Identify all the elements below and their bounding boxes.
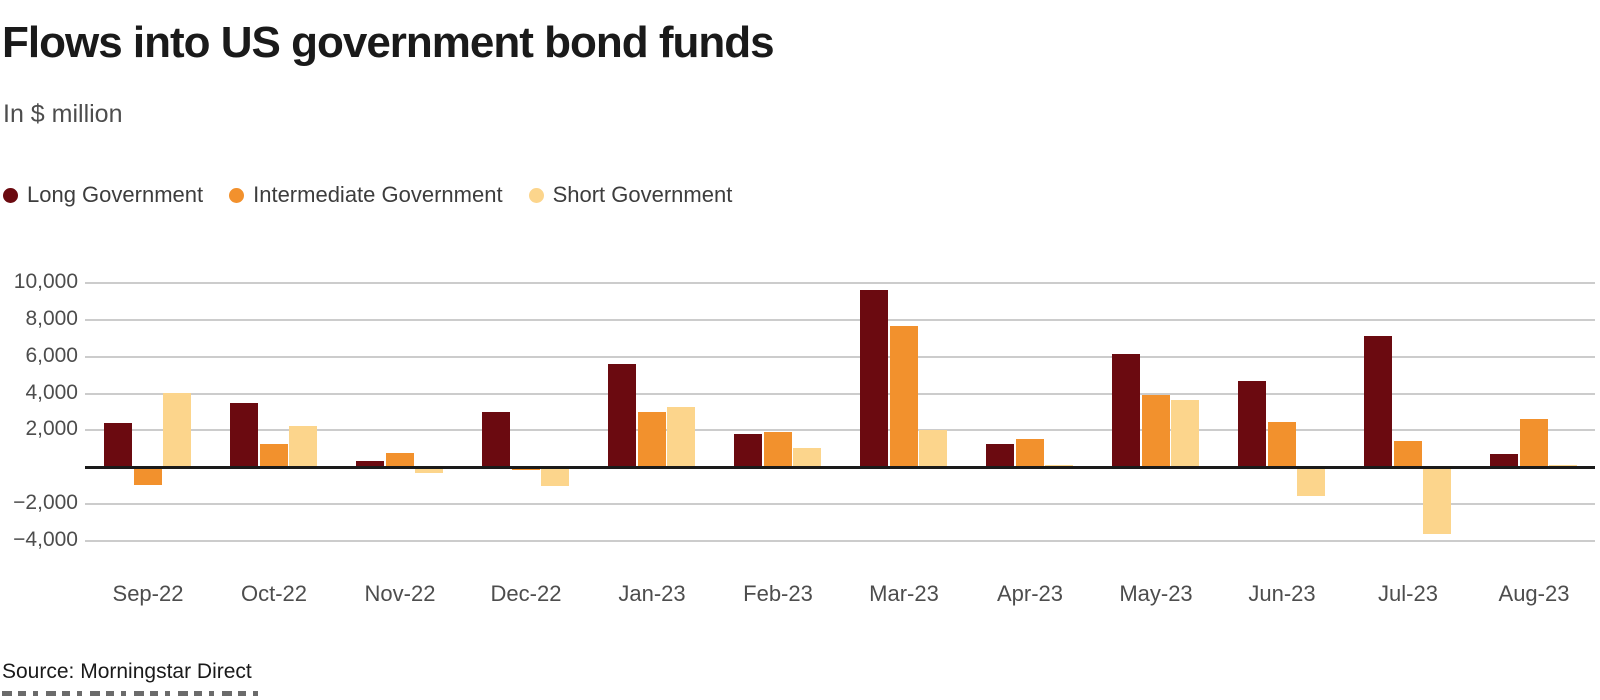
- bar-long-government: [986, 444, 1014, 468]
- legend: Long Government Intermediate Government Sh…: [3, 182, 732, 208]
- y-tick-label: −4,000: [13, 528, 78, 551]
- x-tick-label: Oct-22: [240, 581, 308, 606]
- x-tick-label: Mar-23: [869, 581, 939, 606]
- bar-short-government: [667, 407, 695, 468]
- bar-short-government: [1045, 464, 1073, 468]
- bar-short-government: [793, 447, 821, 468]
- chart-subtitle: In $ million: [3, 100, 123, 128]
- gridline: [85, 392, 1595, 395]
- bar-long-government: [1364, 336, 1392, 468]
- bar-long-government: [482, 412, 510, 468]
- legend-item: Intermediate Government: [229, 182, 503, 208]
- bar-long-government: [1238, 380, 1266, 468]
- bar-short-government: [919, 429, 947, 468]
- bar-long-government: [356, 460, 384, 468]
- bar-intermediate-government: [1142, 395, 1170, 468]
- bar-short-government: [1423, 467, 1451, 534]
- y-tick-label: 10,000: [13, 270, 78, 293]
- bar-intermediate-government: [1268, 422, 1296, 468]
- legend-item-label: Intermediate Government: [253, 182, 503, 207]
- bar-long-government: [1490, 454, 1518, 468]
- bar-short-government: [1171, 400, 1199, 468]
- bar-intermediate-government: [1520, 419, 1548, 468]
- y-tick-label: 4,000: [25, 380, 78, 404]
- legend-item: Short Government: [528, 182, 733, 208]
- bar-long-government: [860, 290, 888, 468]
- bar-long-government: [1112, 353, 1140, 468]
- bar-long-government: [608, 364, 636, 468]
- bar-intermediate-government: [764, 432, 792, 468]
- bar-short-government: [1297, 467, 1325, 496]
- x-tick-label: Jul-23: [1378, 581, 1438, 606]
- bar-intermediate-government: [890, 326, 918, 468]
- legend-dot-icon: [528, 187, 544, 203]
- gridline: [85, 503, 1595, 506]
- legend-item-label: Long Government: [27, 182, 204, 207]
- x-tick-label: Apr-23: [996, 581, 1064, 606]
- gridline: [85, 282, 1595, 284]
- bar-short-government: [1549, 464, 1577, 468]
- clipped-text-fragment: [2, 691, 260, 696]
- zero-axis-line: [85, 466, 1595, 470]
- bar-intermediate-government: [638, 412, 666, 468]
- legend-dot-icon: [229, 187, 245, 203]
- x-tick-label: Jan-23: [618, 581, 686, 606]
- y-tick-label: 2,000: [25, 417, 78, 441]
- x-tick-label: Feb-23: [743, 581, 813, 606]
- x-tick-label: Dec-22: [490, 581, 562, 606]
- bar-short-government: [541, 467, 569, 486]
- chart-title: Flows into US government bond funds: [2, 18, 775, 67]
- gridline: [85, 318, 1595, 321]
- x-tick-label: Aug-23: [1498, 581, 1570, 606]
- bar-short-government: [163, 392, 191, 468]
- gridline: [85, 429, 1595, 432]
- y-tick-label: 6,000: [25, 343, 78, 367]
- x-tick-label: May-23: [1119, 581, 1193, 606]
- bar-intermediate-government: [1394, 440, 1422, 468]
- bar-long-government: [734, 434, 762, 468]
- gridline: [85, 355, 1595, 358]
- x-tick-label: Nov-22: [364, 581, 436, 606]
- bar-long-government: [104, 423, 132, 468]
- bar-long-government: [230, 402, 258, 468]
- bar-short-government: [289, 425, 317, 468]
- legend-dot-icon: [3, 187, 18, 203]
- bar-intermediate-government: [260, 444, 288, 468]
- source-text: Source: Morningstar Direct: [2, 660, 252, 683]
- y-tick-label: −2,000: [13, 491, 78, 515]
- bar-intermediate-government: [134, 467, 162, 485]
- legend-item: Long Government: [3, 182, 203, 208]
- x-tick-label: Jun-23: [1248, 581, 1316, 606]
- y-tick-label: 8,000: [25, 306, 78, 330]
- legend-item-label: Short Government: [552, 182, 733, 207]
- bar-intermediate-government: [386, 452, 414, 468]
- x-tick-label: Sep-22: [112, 581, 184, 606]
- bar-intermediate-government: [1016, 438, 1044, 468]
- bar-short-government: [415, 467, 443, 473]
- gridline: [85, 540, 1595, 542]
